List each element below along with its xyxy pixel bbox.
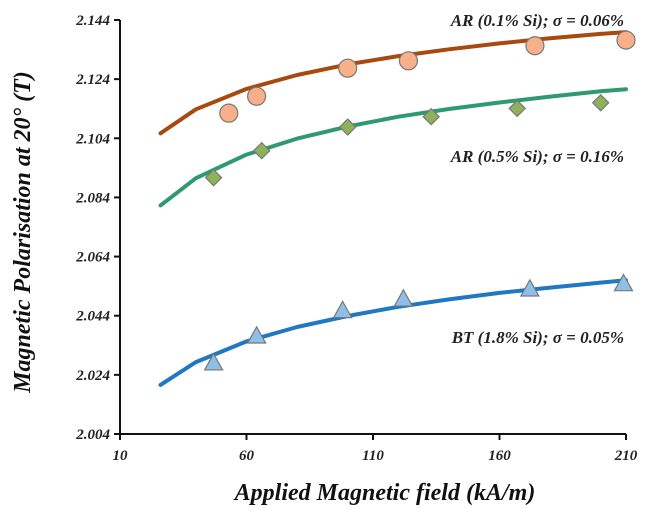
x-tick-label: 10 — [113, 448, 129, 464]
fit-line-series-1 — [158, 87, 628, 208]
fit-line-series-2 — [158, 278, 628, 387]
y-tick-label: 2.104 — [75, 131, 110, 147]
data-point-series-2 — [246, 325, 267, 344]
x-tick-label: 160 — [488, 448, 511, 464]
series-label-bt-1-8: BT (1.8% Si); σ = 0.05% — [451, 328, 624, 347]
plot-area — [158, 30, 636, 387]
data-point-series-1 — [508, 99, 527, 118]
axes — [114, 19, 627, 440]
y-tick-label: 2.044 — [75, 309, 110, 325]
series-label-ar-0-5: AR (0.5% Si); σ = 0.16% — [450, 147, 624, 166]
data-point-series-1 — [338, 118, 357, 136]
y-tick-label: 2.064 — [75, 250, 110, 266]
data-point-series-1 — [252, 141, 271, 160]
y-tick-label: 2.124 — [75, 72, 110, 88]
x-axis-title: Applied Magnetic field (kA/m) — [233, 480, 536, 506]
data-point-series-0 — [247, 86, 267, 106]
data-point-series-2 — [332, 300, 353, 319]
data-point-series-2 — [203, 352, 224, 371]
x-tick-label: 60 — [239, 448, 255, 464]
y-tick-label: 2.144 — [75, 13, 110, 29]
data-point-series-0 — [525, 36, 545, 56]
data-point-series-0 — [219, 103, 239, 123]
data-point-series-2 — [613, 273, 634, 292]
y-axis-title: Magnetic Polarisation at 20° (T) — [10, 71, 36, 394]
data-point-series-1 — [204, 168, 223, 187]
x-tick-label: 110 — [362, 448, 384, 464]
y-tick-label: 2.084 — [75, 190, 110, 206]
data-point-series-2 — [393, 288, 414, 307]
x-tick-label: 210 — [614, 448, 638, 464]
data-point-series-1 — [591, 93, 610, 112]
data-point-series-0 — [338, 58, 358, 78]
series-label-ar-0-1: AR (0.1% Si); σ = 0.06% — [450, 11, 624, 30]
series-labels: AR (0.1% Si); σ = 0.06% AR (0.5% Si); σ … — [450, 11, 624, 347]
data-point-series-0 — [616, 30, 636, 50]
y-tick-label: 2.024 — [75, 368, 110, 384]
fit-line-series-0 — [158, 30, 628, 136]
y-tick-label: 2.004 — [75, 427, 110, 443]
data-point-series-0 — [398, 51, 419, 71]
data-point-series-1 — [422, 107, 441, 126]
tick-labels: 2.004 2.024 2.044 2.064 2.084 2.104 2.124 2.144… — [75, 13, 638, 464]
data-point-series-2 — [519, 278, 540, 297]
